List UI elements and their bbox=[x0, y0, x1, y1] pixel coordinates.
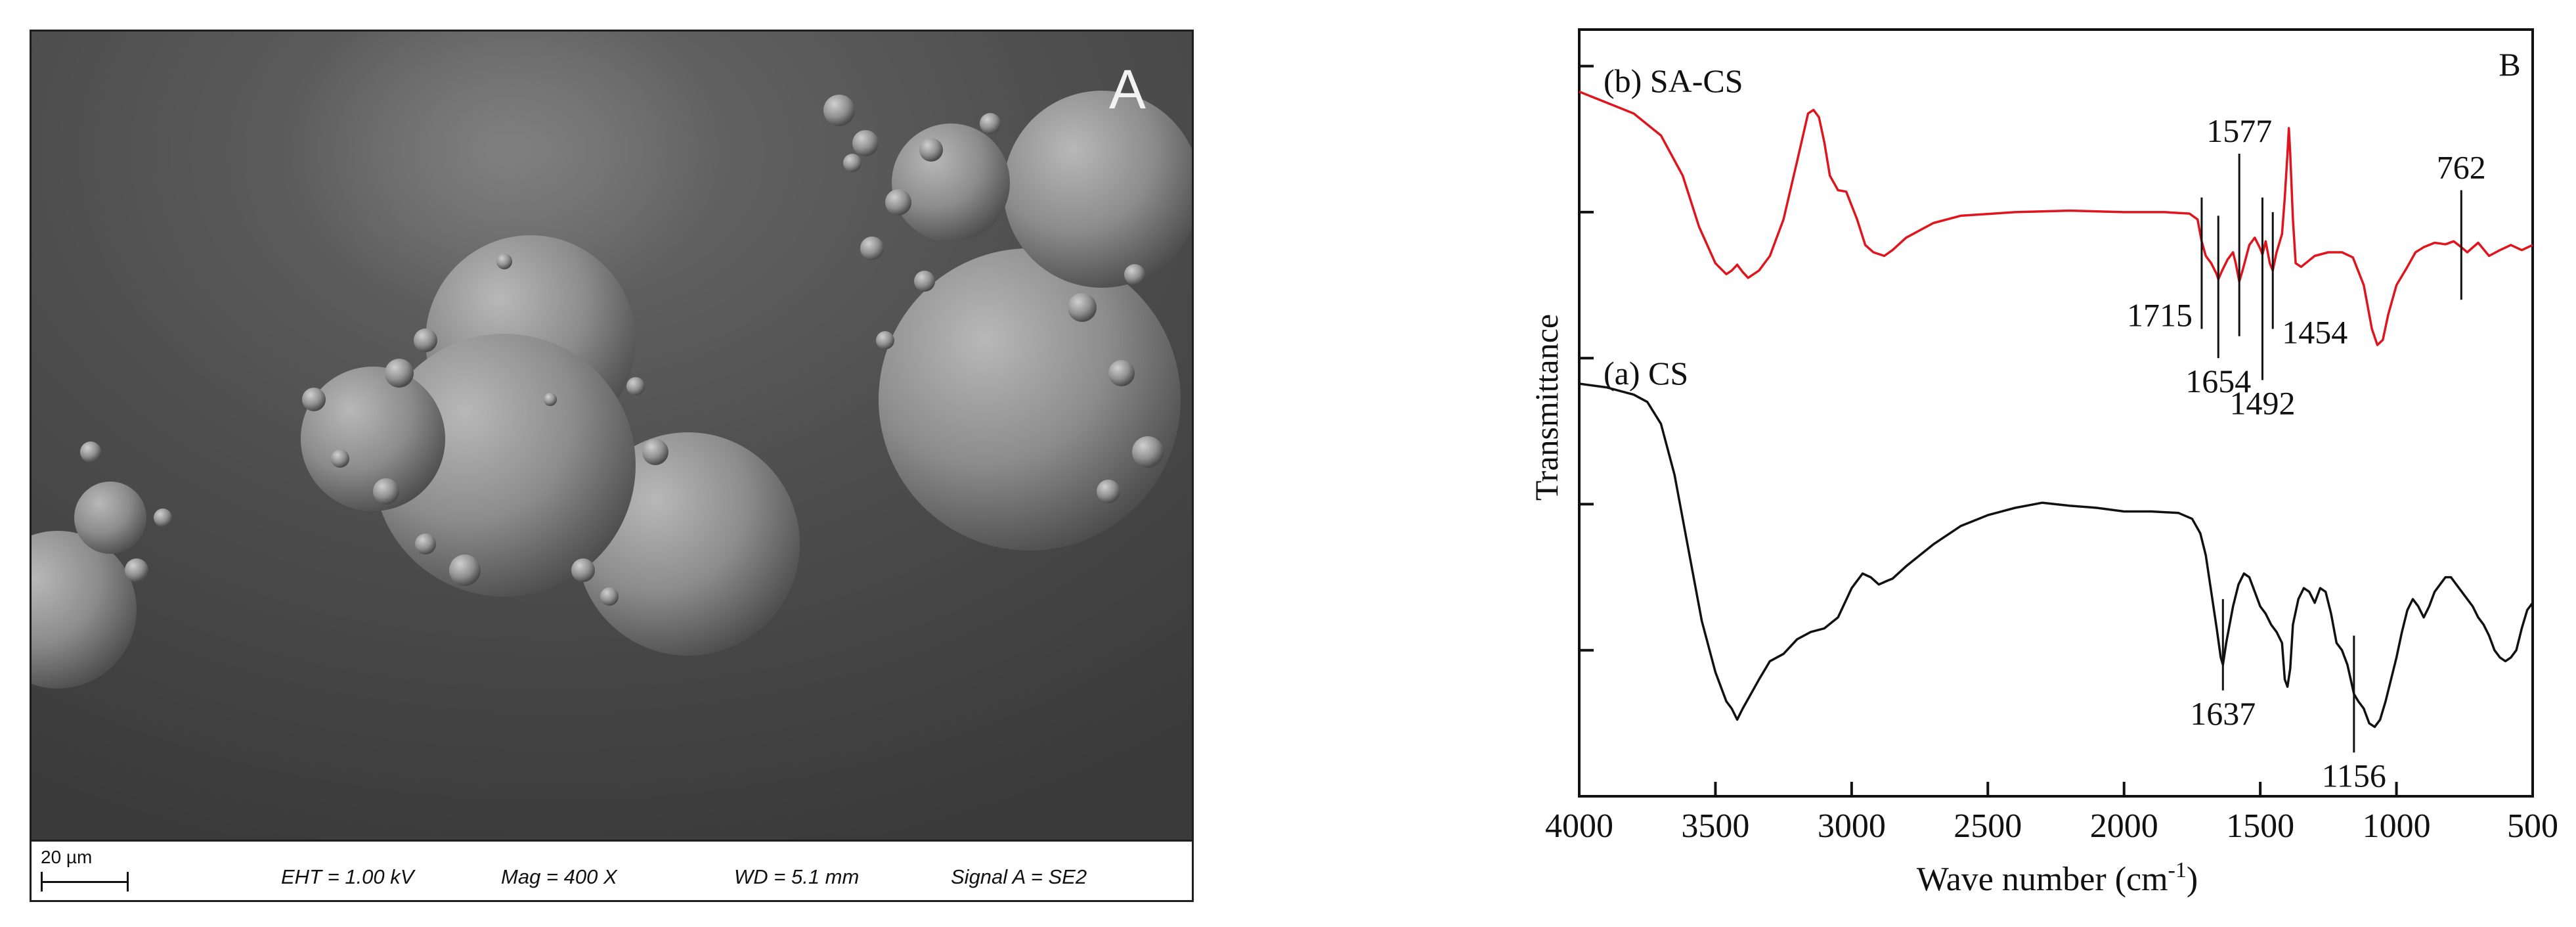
panel-letter-a: A bbox=[1108, 58, 1146, 120]
x-axis-label: Wave number (cm-1) bbox=[1917, 858, 2198, 898]
plot-frame bbox=[1578, 28, 2534, 798]
x-tick-label: 2500 bbox=[1954, 807, 2022, 845]
microsphere bbox=[154, 509, 172, 527]
microsphere bbox=[415, 533, 436, 554]
scale-bar-label: 20 µm bbox=[41, 847, 93, 867]
peak-label: 1577 bbox=[2206, 112, 2272, 149]
microsphere bbox=[823, 95, 855, 126]
microsphere bbox=[885, 189, 911, 215]
microsphere bbox=[980, 113, 1001, 134]
wd-readout: WD = 5.1 mm bbox=[734, 865, 860, 888]
small-particles bbox=[80, 95, 1164, 606]
microsphere bbox=[860, 237, 884, 260]
peak-label: 1654 bbox=[2185, 363, 2251, 399]
microsphere bbox=[843, 154, 862, 172]
axis-labels: B Transmittance Wave number (cm-1) (b) S… bbox=[1528, 46, 2521, 898]
microsphere bbox=[919, 138, 943, 162]
mag-readout: Mag = 400 X bbox=[501, 865, 617, 888]
peak-label: 762 bbox=[2437, 149, 2486, 186]
microsphere bbox=[414, 328, 437, 352]
x-tick-label: 3000 bbox=[1818, 807, 1886, 845]
x-tick-label: 1000 bbox=[2363, 807, 2431, 845]
scale-bar bbox=[41, 881, 129, 883]
x-tick-label: 1500 bbox=[2226, 807, 2294, 845]
microsphere bbox=[496, 254, 512, 269]
peak-label: 1156 bbox=[2322, 757, 2386, 794]
x-tick-label: 500 bbox=[2507, 807, 2558, 845]
microsphere bbox=[852, 130, 879, 156]
sem-info-bar: 20 µm EHT = 1.00 kV Mag = 400 X WD = 5.1… bbox=[32, 840, 1192, 900]
peak-label: 1715 bbox=[2127, 297, 2193, 334]
plot-border bbox=[1578, 28, 2534, 798]
spectra-series bbox=[1579, 90, 2534, 729]
microsphere bbox=[1124, 264, 1145, 285]
panel-letter-b: B bbox=[2499, 46, 2520, 83]
microsphere bbox=[1108, 360, 1135, 386]
signal-readout: Signal A = SE2 bbox=[951, 865, 1087, 888]
series-label-cs: (a) CS bbox=[1604, 355, 1688, 392]
peak-annotations: 1715 1654 1577 1492 1454 762 1637 1156 bbox=[2127, 112, 2486, 794]
microsphere bbox=[914, 271, 935, 292]
microsphere bbox=[331, 449, 349, 468]
microsphere bbox=[642, 439, 668, 465]
x-tick-label: 3500 bbox=[1681, 807, 1749, 845]
microsphere bbox=[385, 359, 414, 388]
microsphere bbox=[1068, 293, 1097, 322]
microsphere bbox=[571, 558, 595, 582]
y-axis-label: Transmittance bbox=[1528, 314, 1565, 501]
particle-cluster-center bbox=[301, 235, 800, 656]
microsphere bbox=[80, 441, 101, 463]
microsphere bbox=[125, 558, 148, 582]
series-line-sa-cs bbox=[1579, 90, 2533, 346]
microsphere bbox=[600, 587, 619, 606]
sem-micrograph-panel: A 20 µm EHT = 1.00 kV Mag = 400 X WD = 5… bbox=[30, 30, 1194, 902]
eht-readout: EHT = 1.00 kV bbox=[281, 865, 414, 888]
scale-bar-tick-left bbox=[41, 872, 43, 892]
sem-image bbox=[32, 32, 1192, 844]
particle-cluster-left bbox=[32, 482, 146, 689]
axis-ticks: 4000 3500 3000 2500 2000 1500 1000 500 bbox=[1545, 64, 2558, 845]
microsphere bbox=[626, 377, 645, 396]
x-tick-label: 4000 bbox=[1545, 807, 1613, 845]
microsphere bbox=[1097, 480, 1120, 503]
peak-label: 1637 bbox=[2190, 695, 2256, 732]
x-axis-label-sup: -1 bbox=[2168, 858, 2187, 882]
x-tick-label: 2000 bbox=[2090, 807, 2158, 845]
series-line-cs bbox=[1579, 382, 2534, 729]
scale-bar-tick-right bbox=[127, 872, 129, 892]
microsphere bbox=[1132, 436, 1164, 468]
x-axis-label-end: ) bbox=[2187, 861, 2198, 898]
series-label-sa-cs: (b) SA-CS bbox=[1604, 62, 1743, 99]
charging-haze bbox=[288, 32, 721, 321]
peak-label: 1454 bbox=[2282, 314, 2347, 351]
microsphere bbox=[449, 554, 481, 586]
microsphere bbox=[302, 388, 326, 411]
x-axis-label-main: Wave number (cm bbox=[1917, 861, 2168, 898]
microsphere bbox=[544, 393, 557, 406]
microsphere bbox=[876, 331, 894, 350]
microsphere bbox=[373, 478, 399, 505]
peak-label: 1492 bbox=[2229, 384, 2295, 421]
